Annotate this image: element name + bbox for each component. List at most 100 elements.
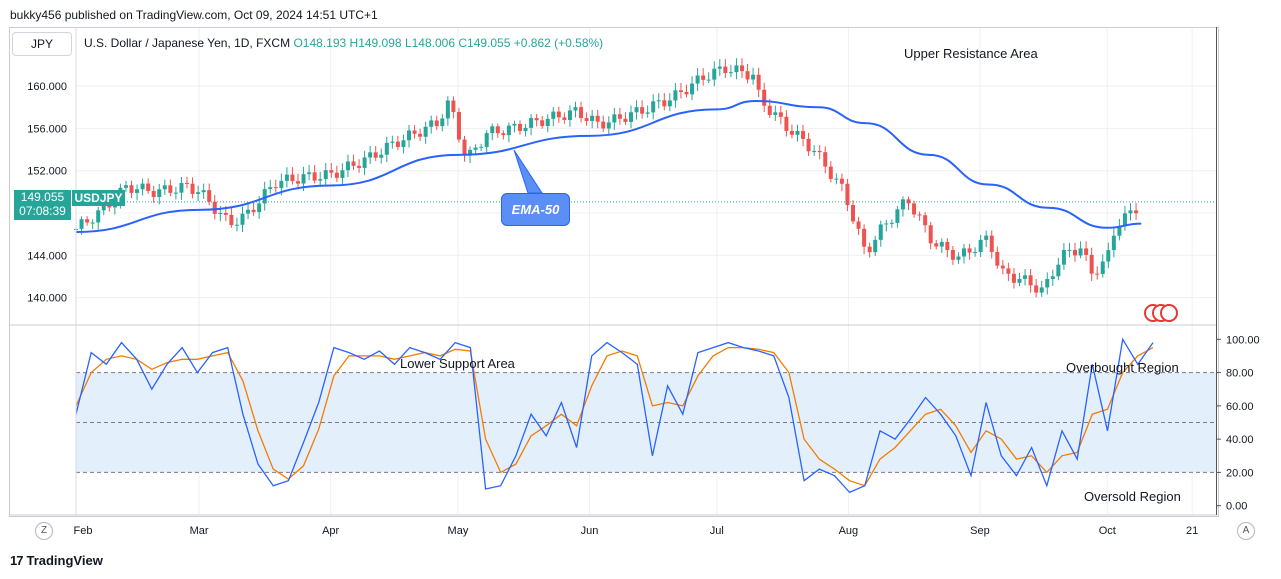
candle-body xyxy=(212,201,217,214)
candle-body xyxy=(1073,249,1077,256)
candle-body xyxy=(307,172,312,175)
candle-body xyxy=(567,110,572,121)
candle-body xyxy=(656,100,661,102)
publisher-header: bukky456 published on TradingView.com, O… xyxy=(10,8,378,22)
candle-body xyxy=(207,190,212,202)
candle-body xyxy=(518,123,522,132)
candle-body xyxy=(989,235,994,252)
close-label: C xyxy=(458,36,468,50)
candle-body xyxy=(1056,264,1061,277)
candle-body xyxy=(1089,254,1094,274)
candle-body xyxy=(1023,275,1028,279)
time-tick-label: Aug xyxy=(839,525,859,537)
candle-body xyxy=(762,89,767,106)
candle-body xyxy=(179,182,184,193)
candle-body xyxy=(523,127,528,132)
candle-body xyxy=(634,107,639,113)
candle-body xyxy=(789,130,794,135)
candle-body xyxy=(706,79,711,81)
candle-body xyxy=(251,209,256,213)
candle-body xyxy=(640,107,645,114)
candle-body xyxy=(817,150,822,153)
candle-body xyxy=(334,172,339,178)
candle-body xyxy=(434,120,439,127)
candle-body xyxy=(229,214,234,226)
candle-body xyxy=(801,131,806,139)
candle-body xyxy=(262,189,267,204)
candle-body xyxy=(240,213,245,225)
candle-body xyxy=(290,174,295,182)
time-tick-label: Oct xyxy=(1099,525,1116,537)
candle-body xyxy=(778,112,783,117)
candle-body xyxy=(401,140,406,147)
candle-body xyxy=(484,133,489,147)
candle-body xyxy=(85,219,90,223)
ema50-line xyxy=(75,99,1142,234)
candle-body xyxy=(695,75,700,84)
stoch-tick-label: 100.00 xyxy=(1226,334,1260,346)
candle-body xyxy=(323,170,328,180)
candle-body xyxy=(185,182,189,184)
time-tick-label: Jul xyxy=(710,525,724,537)
candle-body xyxy=(834,178,839,180)
us-flag-icon[interactable] xyxy=(1160,304,1178,322)
legend-name: U.S. Dollar / Japanese Yen, 1D, FXCM xyxy=(84,36,291,50)
candle-body xyxy=(751,74,756,80)
candle-body xyxy=(190,183,195,194)
candle-body xyxy=(645,112,650,114)
ema-callout-pointer xyxy=(513,149,543,194)
candle-body xyxy=(1095,273,1100,275)
candle-body xyxy=(284,174,289,181)
candle-body xyxy=(279,180,284,189)
candle-body xyxy=(490,126,495,134)
time-tick-label: Apr xyxy=(322,525,339,537)
chart-frame xyxy=(9,27,1219,517)
candle-body xyxy=(218,212,223,214)
zoom-button[interactable]: Z xyxy=(35,522,53,540)
candle-body xyxy=(1050,276,1055,280)
price-tick-label: 144.000 xyxy=(27,250,67,262)
candle-body xyxy=(412,130,417,134)
stoch-tick-label: 20.00 xyxy=(1226,467,1254,479)
candle-body xyxy=(362,157,367,168)
candle-body xyxy=(101,204,106,211)
candle-body xyxy=(601,121,606,129)
ema-callout: EMA-50 xyxy=(501,193,570,226)
candle-body xyxy=(856,221,861,229)
time-tick-label: Jun xyxy=(581,525,599,537)
candle-body xyxy=(96,210,101,223)
currency-button[interactable]: JPY xyxy=(12,32,72,56)
auto-scale-button[interactable]: A xyxy=(1237,522,1255,540)
stoch-tick-label: 40.00 xyxy=(1226,434,1254,446)
price-tick-label: 140.000 xyxy=(27,293,67,305)
candle-body xyxy=(157,189,162,197)
candle-body xyxy=(162,185,167,190)
symbol-tag: USDJPY xyxy=(72,190,125,206)
candle-body xyxy=(1122,213,1127,227)
candle-body xyxy=(745,71,750,80)
candle-body xyxy=(445,100,450,119)
candle-body xyxy=(950,249,955,260)
candle-body xyxy=(667,100,672,107)
candle-body xyxy=(456,112,461,140)
candle-body xyxy=(690,83,695,95)
candle-body xyxy=(479,146,484,148)
time-axis-ticks: Feb Mar Apr May Jun Jul Aug Sep Oct 21 xyxy=(74,525,1199,537)
candle-body xyxy=(418,133,423,137)
candle-body xyxy=(1017,278,1022,283)
candle-body xyxy=(1000,265,1005,269)
candle-body xyxy=(1061,249,1066,265)
tradingview-brand: 17 TradingView xyxy=(10,553,103,568)
high-label: H xyxy=(349,36,359,50)
candle-body xyxy=(606,122,611,129)
stoch-tick-label: 80.00 xyxy=(1226,368,1254,380)
candle-body xyxy=(629,112,633,122)
price-tick-label: 152.000 xyxy=(27,166,67,178)
candle-body xyxy=(784,116,789,131)
candle-body xyxy=(867,246,872,253)
low-label: L xyxy=(404,36,412,50)
candle-body xyxy=(451,100,456,113)
candle-body xyxy=(1006,268,1011,274)
candle-body xyxy=(828,166,833,179)
